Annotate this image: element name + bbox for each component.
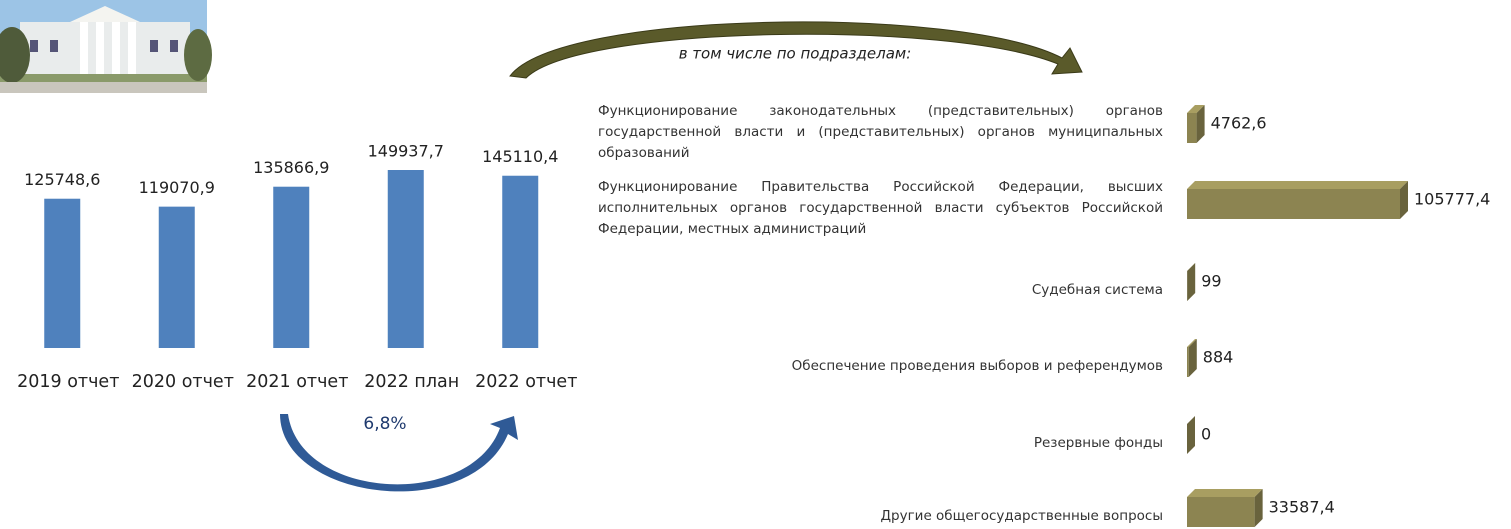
x-tick-label: 2021 отчет	[246, 372, 348, 392]
category-label: Другие общегосударственные вопросы	[880, 507, 1163, 524]
bar	[1187, 189, 1400, 219]
annotation: в том числе по подразделам:	[679, 45, 912, 63]
category-label: Судебная система	[1031, 281, 1163, 298]
bar	[387, 170, 424, 348]
bar-top	[1187, 105, 1205, 113]
bar-side	[1188, 339, 1197, 377]
bar	[502, 175, 539, 348]
category-label: Резервные фонды	[1033, 434, 1163, 451]
bar	[158, 206, 195, 348]
value-label: 4762,6	[1211, 114, 1267, 133]
value-label: 99	[1201, 272, 1221, 291]
value-label: 33587,4	[1269, 498, 1335, 517]
bar-side	[1187, 416, 1195, 454]
value-label: 125748,6	[24, 170, 100, 189]
value-label: 149937,7	[368, 142, 444, 161]
value-label: 0	[1201, 425, 1211, 444]
bar	[1187, 347, 1189, 377]
category-label: Функционирование законодательных (предст…	[598, 102, 1163, 161]
bar-top	[1187, 489, 1263, 497]
value-label: 145110,4	[482, 147, 558, 166]
arrow	[280, 414, 518, 492]
value-label: 884	[1203, 348, 1234, 367]
value-label: 119070,9	[139, 178, 215, 197]
x-tick-label: 2020 отчет	[132, 372, 234, 392]
value-label: 135866,9	[253, 158, 329, 177]
category-label: Обеспечение проведения выборов и референ…	[791, 357, 1163, 374]
photo	[0, 0, 212, 93]
annotation: 6,8%	[363, 414, 406, 434]
bar-top	[1187, 339, 1197, 347]
bar-side	[1254, 489, 1263, 527]
bar-top	[1187, 263, 1196, 271]
bar	[1187, 497, 1255, 527]
bar-side	[1187, 263, 1196, 301]
bar	[1187, 113, 1197, 143]
bar-side	[1400, 181, 1408, 219]
bar	[44, 198, 81, 348]
x-tick-label: 2022 отчет	[475, 372, 577, 392]
x-tick-label: 2022 план	[364, 372, 459, 392]
x-tick-label: 2019 отчет	[17, 372, 119, 392]
bar-top	[1187, 181, 1408, 189]
value-label: 105777,4	[1414, 190, 1490, 209]
bar-side	[1196, 105, 1205, 143]
bar	[273, 186, 310, 348]
arrow	[509, 21, 1083, 79]
category-label: Функционирование Правительства Российско…	[598, 178, 1163, 237]
